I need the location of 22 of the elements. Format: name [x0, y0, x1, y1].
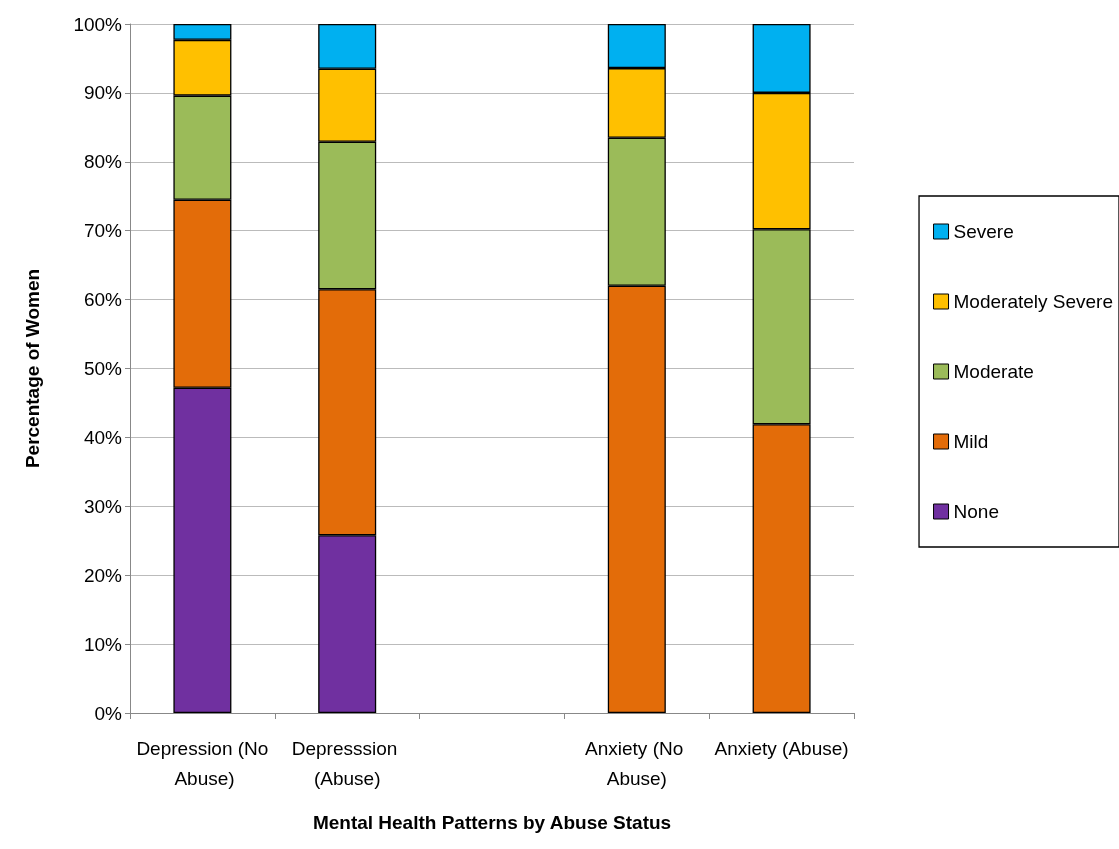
y-tick-label: 10%	[83, 633, 123, 655]
y-tick-label: 80%	[83, 151, 123, 173]
legend-label: Mild	[953, 431, 989, 452]
y-tick-label: 90%	[83, 82, 123, 104]
y-tick-label: 40%	[83, 426, 123, 448]
y-tick-label: 60%	[83, 289, 123, 311]
x-tick-label: Depresssion (Abuse)	[291, 737, 403, 789]
y-tick-label: 20%	[83, 564, 123, 586]
y-tick-label: 30%	[83, 495, 123, 517]
legend-label: Moderate	[953, 361, 1034, 382]
legend-label: None	[953, 501, 999, 522]
y-tick-label: 50%	[83, 358, 123, 379]
x-tick-label: Anxiety (No Abuse)	[585, 737, 689, 789]
legend-label: Moderately Severe	[953, 291, 1113, 312]
y-tick-label: 70%	[83, 220, 123, 242]
y-tick-label: 0%	[94, 702, 123, 724]
x-tick-label: Anxiety (Abuse)	[714, 737, 849, 759]
x-axis-title: Mental Health Patterns by Abuse Status	[312, 812, 672, 833]
x-tick-label: Depression (No Abuse)	[136, 737, 269, 789]
y-tick-label: 100%	[73, 13, 123, 35]
y-axis-title: Percentage of Women	[22, 268, 43, 469]
legend-label: Severe	[953, 221, 1014, 242]
